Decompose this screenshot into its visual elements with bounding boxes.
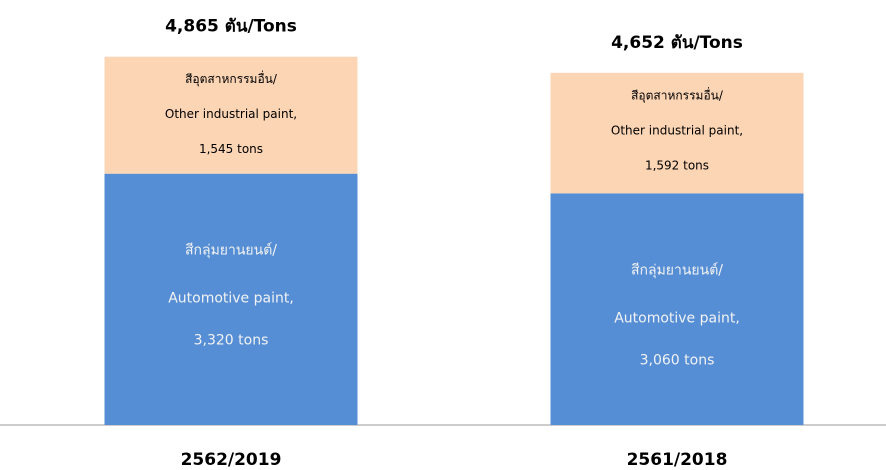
bar-segment xyxy=(550,72,804,194)
x-tick-label: 2562/2019 xyxy=(181,450,282,470)
x-tick-label: 2561/2018 xyxy=(627,450,728,470)
value-label: 3,320 tons xyxy=(194,333,269,349)
bar-segment xyxy=(550,193,804,425)
segment-name: Other industrial paint, xyxy=(611,123,743,137)
segment-name: สีกลุ่มยานยนต์/ xyxy=(631,261,723,278)
segment-name: Automotive paint, xyxy=(614,310,740,326)
segment-name: Other industrial paint, xyxy=(165,107,297,121)
bar-segment xyxy=(104,173,358,425)
segment-name: สีอุตสาหกรรมอื่น/ xyxy=(185,70,278,87)
segment-name: สีกลุ่มยานยนต์/ xyxy=(185,242,277,259)
value-label: 3,060 tons xyxy=(640,352,715,368)
total-label: 4,865 ตัน/Tons xyxy=(165,17,297,37)
value-label: 1,592 tons xyxy=(645,158,709,172)
value-label: 1,545 tons xyxy=(199,142,263,156)
segment-name: สีอุตสาหกรรมอื่น/ xyxy=(631,86,724,103)
total-label: 4,652 ตัน/Tons xyxy=(611,33,743,53)
segment-name: Automotive paint, xyxy=(168,291,294,307)
bar-segment xyxy=(104,56,358,174)
